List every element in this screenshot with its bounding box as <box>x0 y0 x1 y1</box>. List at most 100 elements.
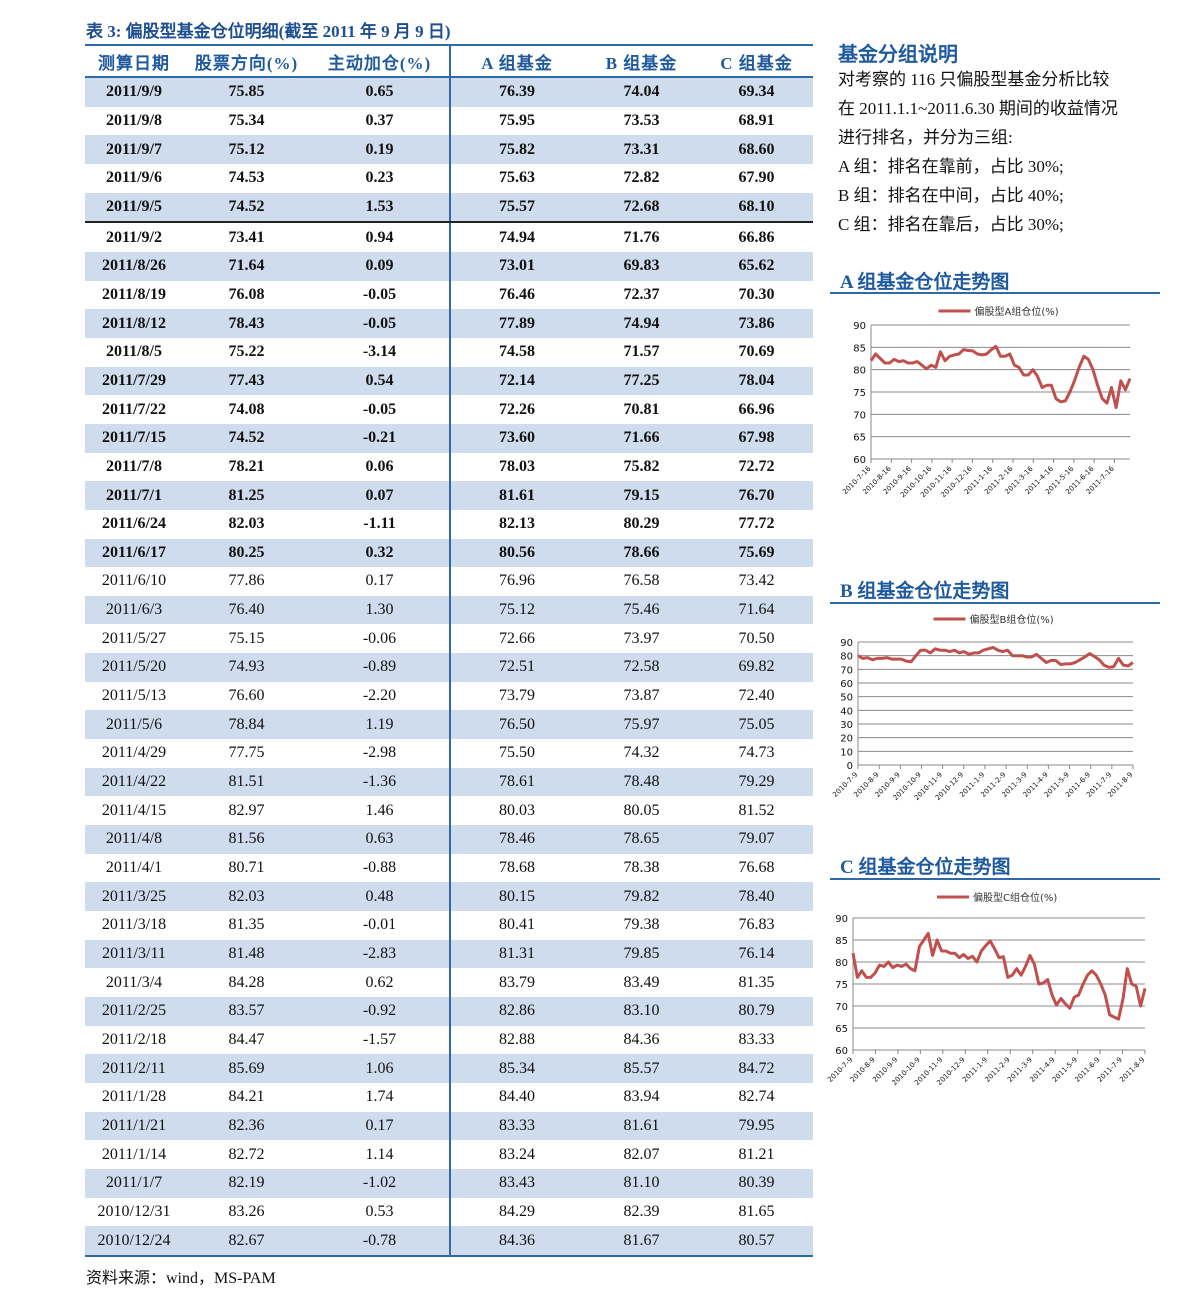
cell-group-c: 65.62 <box>700 251 813 281</box>
cell-group-a: 81.61 <box>449 481 583 510</box>
y-tick-label: 65 <box>853 433 866 444</box>
cell-date: 2011/4/8 <box>85 825 183 854</box>
description-line: 在 2011.1.1~2011.6.30 期间的收益情况 <box>838 99 1118 118</box>
cell-group-a: 74.58 <box>449 337 583 367</box>
cell-date: 2011/9/7 <box>85 135 183 164</box>
cell-active-add: 0.63 <box>310 825 450 854</box>
cell-group-a: 76.50 <box>449 710 583 740</box>
cell-group-c: 75.05 <box>700 710 813 740</box>
cell-group-b: 80.05 <box>623 801 660 819</box>
table-row: 2011/3/4 84.28 0.62 83.79 83.49 81.35 <box>85 968 813 997</box>
x-tick-label: 2011-7-9 <box>1085 771 1113 799</box>
cell-date: 2011/5/13 <box>101 687 167 705</box>
cell-group-c: 73.42 <box>738 572 775 590</box>
cell-stock-direction: 75.15 <box>228 629 265 647</box>
table-row: 2011/2/18 84.47 -1.57 82.88 84.36 83.33 <box>85 1025 813 1055</box>
cell-group-c: 75.69 <box>700 538 813 568</box>
cell-group-b: 73.53 <box>623 111 660 129</box>
cell-group-b: 83.10 <box>583 997 700 1026</box>
table-row: 2011/2/11 85.69 1.06 85.34 85.57 84.72 <box>85 1054 813 1083</box>
table-row: 2011/4/22 81.51 -1.36 78.61 78.48 79.29 <box>85 767 813 797</box>
y-tick-label: 60 <box>835 1046 848 1057</box>
header-group-a: A 组基金 <box>449 44 583 78</box>
cell-date: 2011/9/9 <box>85 77 183 107</box>
cell-date: 2011/5/6 <box>85 710 183 740</box>
cell-date: 2011/2/11 <box>85 1054 183 1083</box>
y-tick-label: 75 <box>835 980 848 991</box>
cell-group-c: 68.10 <box>700 192 813 224</box>
cell-group-c: 72.40 <box>738 687 775 705</box>
cell-group-b: 72.37 <box>623 285 660 303</box>
cell-date: 2011/9/6 <box>105 169 162 187</box>
series-line <box>851 931 1147 1021</box>
cell-stock-direction: 82.67 <box>183 1226 310 1257</box>
cell-active-add: 0.65 <box>310 77 450 107</box>
x-tick-label: 2010-12-9 <box>935 1056 966 1087</box>
cell-active-add: 0.17 <box>310 1111 450 1141</box>
cell-active-add: -1.02 <box>310 1168 450 1198</box>
cell-stock-direction: 78.43 <box>183 309 310 338</box>
x-tick-label: 2011-7-16 <box>1085 464 1117 496</box>
cell-group-c: 79.29 <box>700 767 813 797</box>
y-tick-label: 75 <box>853 388 866 399</box>
cell-active-add: -0.89 <box>310 653 450 682</box>
cell-group-c: 67.90 <box>738 169 775 187</box>
cell-stock-direction: 80.25 <box>183 538 310 568</box>
table-row: 2011/5/27 75.15 -0.06 72.66 73.97 70.50 <box>85 624 813 654</box>
cell-group-b: 78.66 <box>583 538 700 568</box>
cell-group-c: 78.04 <box>700 366 813 396</box>
cell-active-add: 0.32 <box>310 538 450 568</box>
table-row: 2011/8/26 71.64 0.09 73.01 69.83 65.62 <box>85 251 813 281</box>
table-row: 2011/7/22 74.08 -0.05 72.26 70.81 66.96 <box>85 395 813 424</box>
legend-label: 偏股型B组仓位(%) <box>970 613 1054 626</box>
table-row: 2011/4/15 82.97 1.46 80.03 80.05 81.52 <box>85 796 813 826</box>
cell-group-c: 70.69 <box>738 343 775 361</box>
cell-group-b: 71.66 <box>583 423 700 453</box>
cell-group-a: 78.61 <box>449 767 583 797</box>
cell-date: 2011/7/15 <box>85 423 183 453</box>
table-row: 2010/12/24 82.67 -0.78 84.36 81.67 80.57 <box>85 1226 813 1257</box>
header-group-c: C 组基金 <box>700 44 813 78</box>
table-row: 2011/6/10 77.86 0.17 76.96 76.58 73.42 <box>85 567 813 596</box>
cell-group-a: 82.86 <box>449 997 583 1026</box>
x-tick-label: 2011-2-9 <box>984 1056 1012 1084</box>
table-row: 2011/2/25 83.57 -0.92 82.86 83.10 80.79 <box>85 997 813 1026</box>
cell-group-a: 72.66 <box>449 624 583 654</box>
header-stock-direction: 股票方向(%) <box>183 44 310 78</box>
cell-date: 2011/2/25 <box>85 997 183 1026</box>
cell-date: 2011/3/25 <box>85 882 183 912</box>
y-tick-label: 80 <box>835 958 848 969</box>
cell-date: 2011/6/17 <box>85 538 183 568</box>
source-note: 资料来源：wind，MS-PAM <box>86 1270 276 1287</box>
cell-group-c: 76.83 <box>738 916 775 934</box>
cell-active-add: 0.17 <box>365 572 394 590</box>
cell-active-add: 0.09 <box>310 251 450 281</box>
cell-group-b: 80.29 <box>623 515 660 533</box>
cell-group-c: 68.91 <box>738 111 775 129</box>
x-tick-label: 2010-12-9 <box>934 771 965 802</box>
y-tick-label: 60 <box>840 679 853 690</box>
cell-group-c: 68.60 <box>700 135 813 164</box>
y-tick-label: 65 <box>835 1024 848 1035</box>
cell-date: 2010/12/31 <box>97 1202 171 1220</box>
cell-date: 2011/8/26 <box>85 251 183 281</box>
cell-date: 2011/8/12 <box>85 309 183 338</box>
description-line: B 组：排名在中间，占比 40%; <box>838 186 1064 205</box>
cell-group-a: 83.33 <box>449 1111 583 1141</box>
table-row: 2011/4/1 80.71 -0.88 78.68 78.38 76.68 <box>85 853 813 883</box>
cell-stock-direction: 75.22 <box>228 343 265 361</box>
y-tick-label: 30 <box>840 720 853 731</box>
cell-stock-direction: 74.52 <box>183 423 310 453</box>
cell-group-c: 76.70 <box>700 481 813 510</box>
cell-active-add: 1.74 <box>365 1088 394 1106</box>
x-tick-label: 2010-11-9 <box>913 1056 944 1087</box>
table-row: 2011/1/21 82.36 0.17 83.33 81.61 79.95 <box>85 1111 813 1141</box>
cell-stock-direction: 82.72 <box>228 1145 265 1163</box>
table-row: 2010/12/31 83.26 0.53 84.29 82.39 81.65 <box>85 1197 813 1227</box>
description-line: C 组：排名在靠后，占比 30%; <box>838 215 1064 234</box>
cell-date: 2011/1/14 <box>101 1145 167 1163</box>
cell-stock-direction: 82.03 <box>183 882 310 912</box>
y-tick-label: 90 <box>853 321 866 332</box>
cell-group-b: 72.82 <box>623 169 660 187</box>
y-tick-label: 90 <box>840 638 853 649</box>
